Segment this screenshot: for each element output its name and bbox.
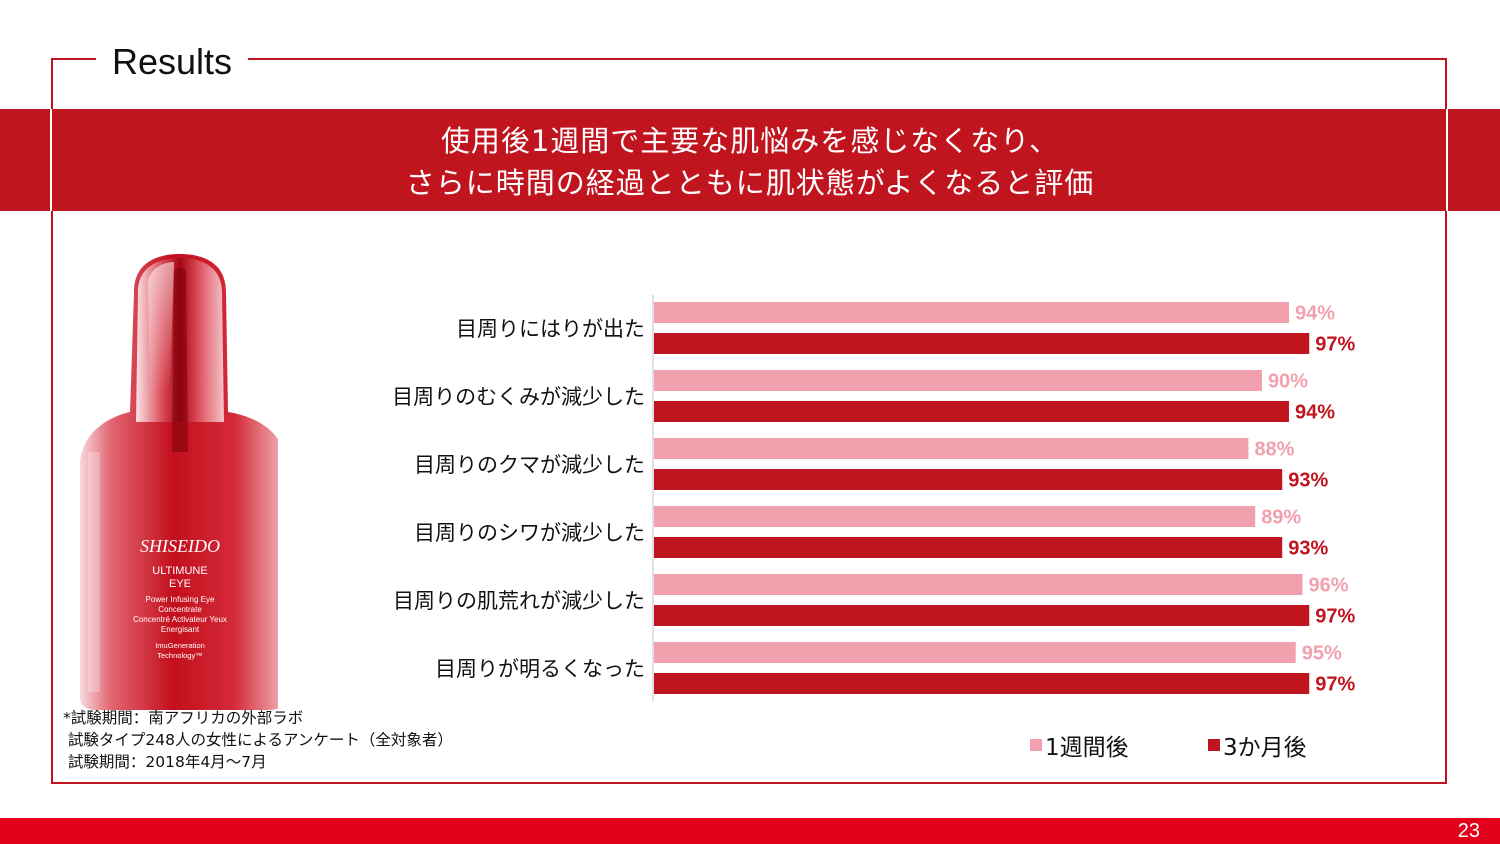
bar-week1-4 [654, 574, 1303, 595]
product-brand: SHISEIDO [140, 536, 220, 556]
product-desc-3: Concentré Activateur Yeux [133, 615, 227, 624]
product-desc-2: Concentrate [158, 605, 202, 614]
value-label-month3-2: 93% [1288, 470, 1328, 492]
bar-month3-4 [654, 605, 1310, 626]
value-label-week1-0: 94% [1295, 303, 1335, 325]
footnote-line-2: 試験タイプ248人の女性によるアンケート（全対象者） [63, 731, 453, 749]
legend-label-week1: 1週間後 [1045, 735, 1129, 761]
bar-month3-0 [654, 333, 1310, 354]
product-desc-4: Energisant [161, 625, 200, 634]
category-label-0: 目周りにはりが出た [456, 317, 645, 341]
bar-week1-1 [654, 370, 1262, 391]
bar-month3-1 [654, 401, 1289, 422]
bottom-bar [0, 818, 1500, 844]
value-label-month3-0: 97% [1315, 334, 1355, 356]
value-label-week1-4: 96% [1308, 575, 1348, 597]
category-labels: 目周りにはりが出た目周りのむくみが減少した目周りのクマが減少した目周りのシワが減… [392, 317, 645, 681]
page-number: 23 [1457, 820, 1480, 842]
bar-week1-5 [654, 642, 1296, 663]
value-label-week1-5: 95% [1302, 643, 1342, 665]
product-bottle: SHISEIDO ULTIMUNE EYE Power Infusing Eye… [80, 254, 286, 710]
footnote-line-3: 試験期間：2018年4月～7月 [63, 753, 267, 771]
bar-month3-5 [654, 673, 1310, 694]
value-label-month3-5: 97% [1315, 674, 1355, 696]
bar-week1-3 [654, 506, 1256, 527]
banner-frame-line-right [1446, 109, 1448, 211]
legend-item-month3: 3か月後 [1208, 728, 1307, 762]
banner-frame-line-left [50, 109, 52, 211]
headline: 使用後1週間で主要な肌悩みを感じなくなり、 さらに時間の経過とともに肌状態がよく… [200, 120, 1300, 204]
legend-swatch-week1 [1030, 739, 1042, 751]
bar-month3-2 [654, 469, 1283, 490]
bar-week1-2 [654, 438, 1249, 459]
results-frame [51, 58, 1447, 784]
product-name-1: ULTIMUNE [152, 565, 207, 577]
product-image: SHISEIDO ULTIMUNE EYE Power Infusing Eye… [78, 252, 286, 716]
category-label-4: 目周りの肌荒れが減少した [393, 589, 645, 613]
legend-label-month3: 3か月後 [1223, 735, 1307, 761]
headline-banner [0, 109, 1500, 211]
value-label-month3-1: 94% [1295, 402, 1335, 424]
value-label-week1-3: 89% [1261, 507, 1301, 529]
headline-line-2: さらに時間の経過とともに肌状態がよくなると評価 [405, 166, 1095, 200]
product-tech-2: Technology™ [157, 651, 202, 660]
category-label-5: 目周りが明るくなった [435, 657, 645, 681]
bars-group [654, 302, 1310, 694]
value-label-week1-1: 90% [1268, 371, 1308, 393]
bar-month3-3 [654, 537, 1283, 558]
category-label-3: 目周りのシワが減少した [414, 521, 645, 545]
category-label-1: 目周りのむくみが減少した [392, 385, 645, 409]
legend-item-week1: 1週間後 [1030, 728, 1129, 762]
product-desc-1: Power Infusing Eye [146, 595, 215, 604]
value-label-month3-4: 97% [1315, 606, 1355, 628]
legend-swatch-month3 [1208, 739, 1220, 751]
headline-line-1: 使用後1週間で主要な肌悩みを感じなくなり、 [440, 124, 1060, 158]
bar-week1-0 [654, 302, 1289, 323]
value-labels: 94%97%90%94%88%93%89%93%96%97%95%97% [1254, 303, 1355, 696]
footnote-line-1: *試験期間：南アフリカの外部ラボ [63, 709, 304, 727]
value-label-week1-2: 88% [1254, 439, 1294, 461]
product-tech-1: ImuGeneration [155, 641, 205, 650]
value-label-month3-3: 93% [1288, 538, 1328, 560]
section-title: Results [96, 40, 249, 84]
product-name-2: EYE [169, 578, 191, 590]
footnote: *試験期間：南アフリカの外部ラボ 試験タイプ248人の女性によるアンケート（全対… [63, 707, 453, 773]
category-label-2: 目周りのクマが減少した [414, 453, 645, 477]
